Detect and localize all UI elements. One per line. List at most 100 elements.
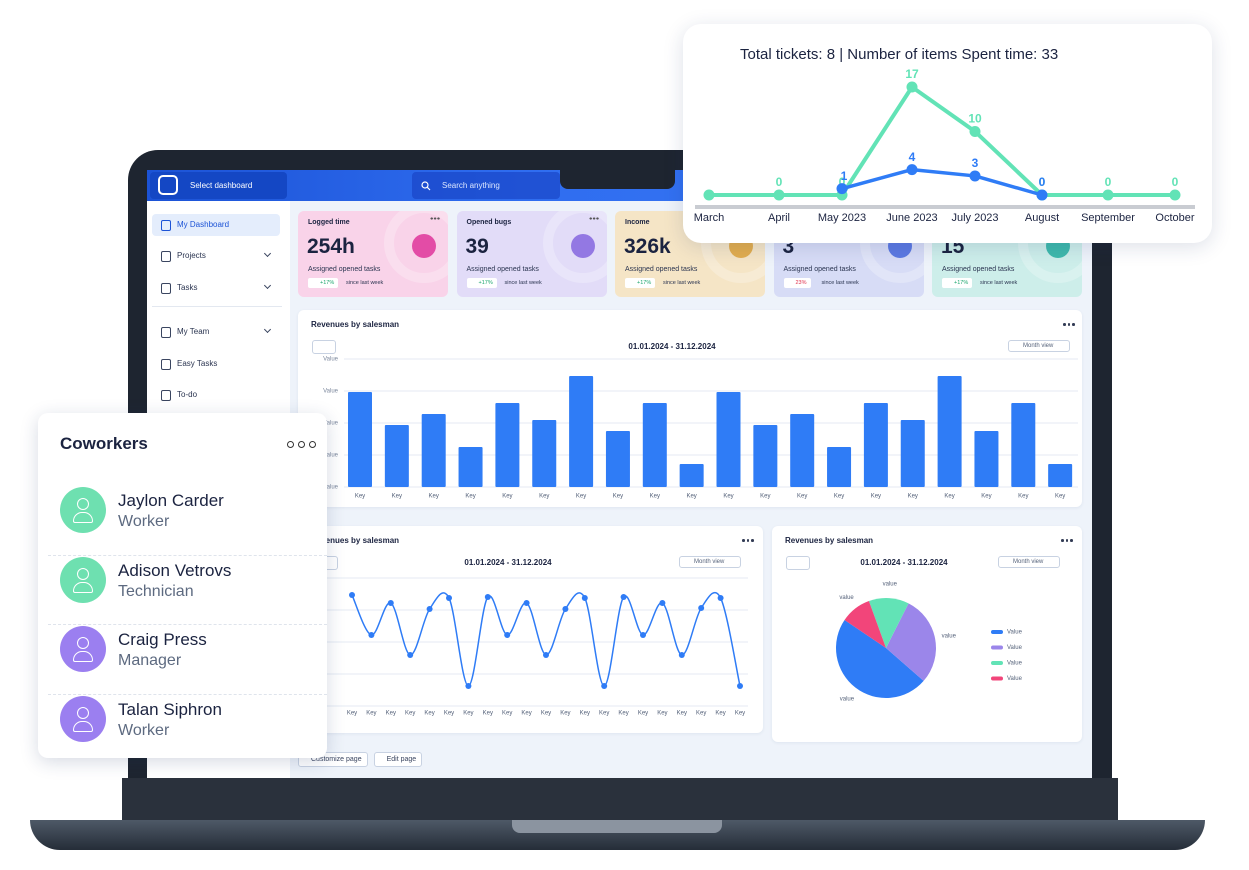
chevron [263, 325, 272, 334]
search-box[interactable]: Search anything [412, 172, 560, 199]
coworker-name[interactable]: Craig Press [118, 630, 207, 650]
menu[interactable] [287, 441, 316, 448]
menu[interactable] [742, 539, 754, 542]
line-chart: 0326496128KeyKeyKeyKeyKeyKeyKeyKeyKeyKey… [310, 576, 748, 717]
x-tick-label: Key [463, 711, 473, 717]
x-tick-label: Key [871, 494, 881, 500]
bar [569, 376, 594, 487]
bar [1011, 403, 1036, 487]
point [349, 592, 355, 598]
coworker-name[interactable]: Talan Siphron [118, 700, 222, 720]
data-label: 17 [905, 67, 919, 81]
point [484, 594, 491, 600]
bar [827, 447, 852, 487]
slice-label: value [942, 633, 957, 639]
laptop-hinge [122, 778, 1118, 822]
legend-label: Value [1007, 630, 1023, 636]
date-range: 01.01.2024 - 31.12.2024 [628, 342, 716, 351]
card-label: Opened bugs [466, 219, 512, 226]
date-nav[interactable] [786, 556, 810, 570]
nav-item[interactable]: Projects [177, 251, 206, 260]
x-tick-label: Key [386, 711, 396, 717]
point [678, 652, 685, 658]
card-since: since last week [663, 280, 701, 286]
data-label: 0 [776, 175, 783, 189]
dashboard-select[interactable]: Select dashboard [150, 172, 287, 199]
legend-swatch [991, 661, 1003, 665]
x-tick-label: April [768, 212, 790, 224]
card-subtitle: Assigned opened tasks [625, 266, 698, 273]
x-tick-label: Key [834, 494, 844, 500]
x-tick-label: Key [613, 494, 623, 500]
line [841, 167, 1043, 197]
point [523, 600, 530, 606]
card-subtitle: Assigned opened tasks [783, 266, 856, 273]
coworker-name[interactable]: Adison Vetrovs [118, 560, 232, 580]
x-tick-label: Key [650, 494, 660, 500]
bar [974, 431, 999, 487]
point [969, 170, 981, 182]
x-tick-label: Key [1055, 494, 1065, 500]
pie-chart: value Value value Value value Value value Value [836, 582, 1023, 702]
row-divider [48, 694, 327, 696]
x-tick-label: Key [908, 494, 918, 500]
search-placeholder: Search anything [442, 181, 500, 190]
x-tick-label: Key [797, 494, 807, 500]
x-tick-label: Key [715, 711, 725, 717]
page-button[interactable]: Edit page [373, 752, 423, 767]
bar [900, 420, 925, 487]
avatar [60, 556, 106, 603]
data-label: 0 [1105, 175, 1112, 189]
divider [152, 306, 282, 307]
nav-item[interactable]: Tasks [177, 283, 198, 292]
tickets-title: Total tickets: 8 | Number of items Spent… [740, 46, 1059, 63]
line [709, 85, 1175, 197]
card-since: since last week [346, 280, 384, 286]
x-tick-label: Key [760, 494, 770, 500]
legend-swatch [991, 645, 1003, 650]
card-change: +17% [308, 278, 339, 288]
view-select[interactable]: Month view [1008, 340, 1071, 352]
date-nav[interactable] [312, 340, 336, 354]
x-tick-label: Key [576, 494, 586, 500]
menu[interactable] [1063, 323, 1075, 326]
point [504, 632, 511, 638]
card-label: Income [625, 219, 650, 226]
point [1169, 189, 1181, 201]
coworker-name[interactable]: Jaylon Carder [118, 491, 224, 510]
nav-item[interactable]: Easy Tasks [177, 359, 218, 368]
nav-item[interactable]: To-do [177, 390, 198, 399]
point [659, 600, 666, 606]
avatar-body [73, 512, 93, 523]
x-tick-label: Key [429, 494, 439, 500]
x-tick-label: Key [580, 711, 590, 717]
coworker-role: Worker [118, 722, 170, 740]
x-tick-label: Key [944, 494, 954, 500]
card-dots [430, 217, 440, 220]
view-select[interactable]: Month view [998, 556, 1061, 568]
bar [421, 414, 446, 487]
laptop-notch [512, 820, 722, 833]
slice-label: value [883, 582, 898, 588]
card-dots [588, 217, 599, 220]
card-icon [412, 234, 436, 258]
bar [348, 392, 372, 487]
menu[interactable] [1061, 539, 1073, 542]
card-icon [570, 234, 595, 258]
nav-item[interactable]: My Team [177, 327, 210, 336]
y-tick-label: Value [323, 485, 339, 491]
point [906, 81, 918, 93]
bar [605, 431, 630, 487]
card-change: +17% [466, 278, 497, 288]
point [698, 605, 705, 611]
nav-item[interactable]: My Dashboard [177, 220, 230, 229]
point [426, 606, 433, 612]
avatar [60, 696, 106, 743]
bar [532, 420, 557, 487]
point [703, 189, 715, 201]
card-value: 3 [782, 235, 795, 258]
bar [495, 403, 520, 487]
view-select[interactable]: Month view [679, 556, 742, 568]
point [407, 652, 414, 658]
